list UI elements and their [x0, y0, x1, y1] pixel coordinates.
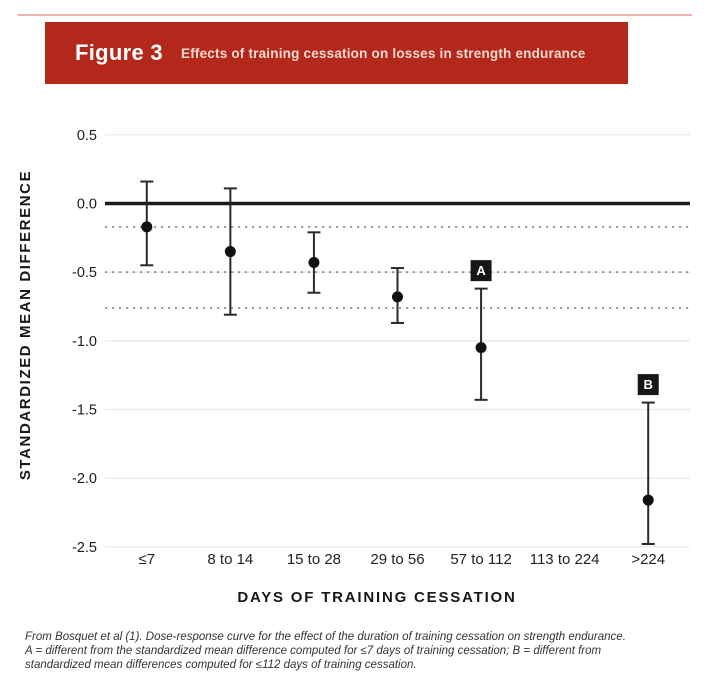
- y-axis-title: STANDARDIZED MEAN DIFFERENCE: [17, 170, 34, 480]
- y-tick-label: -1.0: [72, 334, 97, 350]
- caption-line-2: A = different from the standardized mean…: [25, 645, 602, 657]
- data-point: [308, 257, 320, 269]
- figure-banner: Figure 3 Effects of training cessation o…: [45, 22, 628, 84]
- x-category-label: 8 to 14: [207, 551, 253, 568]
- data-point: [224, 246, 236, 258]
- significance-marker-box: [637, 374, 659, 396]
- y-tick-label: 0.0: [77, 197, 97, 213]
- x-category-label: 57 to 112: [450, 551, 511, 568]
- data-point: [141, 221, 153, 233]
- data-point: [642, 494, 654, 506]
- x-category-label: 113 to 224: [530, 551, 600, 568]
- caption-line-1: From Bosquet et al (1). Dose-response cu…: [25, 631, 626, 643]
- x-category-label: 29 to 56: [370, 551, 424, 568]
- y-tick-label: -2.0: [72, 471, 97, 487]
- x-axis-title: DAYS OF TRAINING CESSATION: [237, 589, 516, 606]
- figure-title: Effects of training cessation on losses …: [180, 45, 586, 61]
- y-tick-label: 0.5: [77, 128, 97, 144]
- figure-number-label: Figure 3: [75, 40, 163, 65]
- x-category-label: >224: [631, 551, 665, 568]
- y-tick-label: -2.5: [72, 540, 97, 556]
- data-point: [392, 291, 403, 303]
- caption-line-3: standardized mean differences computed f…: [25, 659, 417, 671]
- x-category-label: 15 to 28: [287, 551, 341, 568]
- y-tick-label: -1.5: [72, 402, 97, 418]
- significance-marker-letter: B: [644, 377, 653, 392]
- figure-caption: From Bosquet et al (1). Dose-response cu…: [25, 630, 695, 672]
- significance-marker-letter: A: [476, 263, 486, 278]
- top-accent-line: [18, 14, 692, 16]
- x-category-label: ≤7: [138, 551, 155, 568]
- significance-marker-box: [470, 260, 492, 282]
- data-point: [475, 342, 487, 354]
- y-tick-label: -0.5: [72, 265, 97, 281]
